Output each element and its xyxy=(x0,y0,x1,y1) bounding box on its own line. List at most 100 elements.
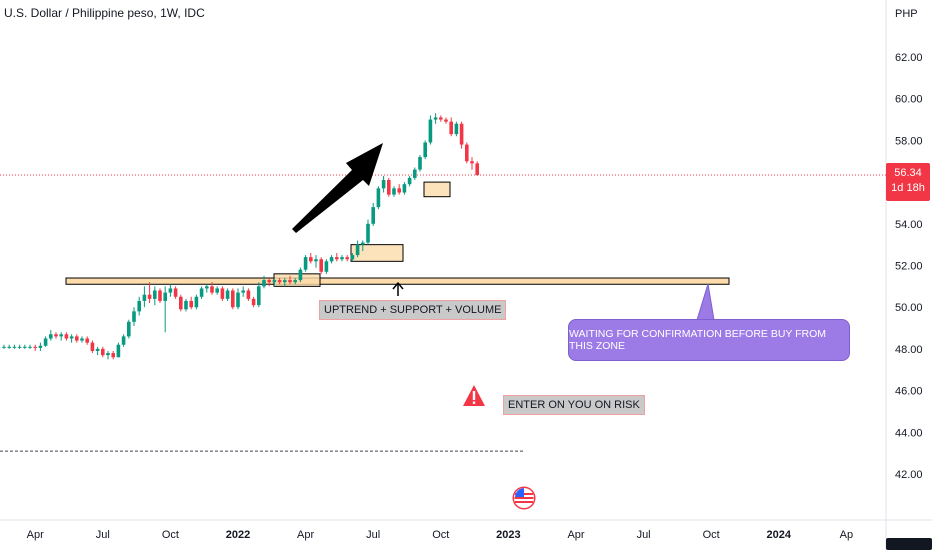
candle-body[interactable] xyxy=(38,345,43,348)
candle-body[interactable] xyxy=(168,288,173,293)
candle-body[interactable] xyxy=(121,336,126,345)
candle-body[interactable] xyxy=(33,346,37,348)
candle-body[interactable] xyxy=(402,184,407,193)
candle-body[interactable] xyxy=(470,161,474,164)
tradingview-logo-icon[interactable] xyxy=(886,536,932,550)
candle-body[interactable] xyxy=(465,144,469,162)
candle-body[interactable] xyxy=(314,259,318,262)
candle-body[interactable] xyxy=(444,119,448,122)
candle-body[interactable] xyxy=(101,348,105,356)
candle-body[interactable] xyxy=(173,288,178,297)
candle-body[interactable] xyxy=(350,255,355,260)
candle-body[interactable] xyxy=(132,311,136,322)
candle-body[interactable] xyxy=(475,163,479,176)
candle-body[interactable] xyxy=(272,280,277,283)
candle-body[interactable] xyxy=(236,292,240,308)
candle-body[interactable] xyxy=(246,290,251,299)
candle-body[interactable] xyxy=(381,180,386,189)
candle-body[interactable] xyxy=(433,117,438,120)
candle-body[interactable] xyxy=(309,257,313,262)
candle-body[interactable] xyxy=(345,257,349,260)
candle-body[interactable] xyxy=(189,300,193,308)
candle-body[interactable] xyxy=(387,180,391,195)
candle-body[interactable] xyxy=(366,223,370,243)
candle-body[interactable] xyxy=(371,207,375,224)
risk-note[interactable]: ENTER ON YOU ON RISK xyxy=(503,395,645,415)
candle-body[interactable] xyxy=(184,300,188,310)
consolidation-box-3[interactable] xyxy=(423,181,451,198)
candle-body[interactable] xyxy=(215,288,219,293)
candle-body[interactable] xyxy=(413,169,417,178)
candle-body[interactable] xyxy=(418,157,422,170)
uptrend-note[interactable]: UPTREND + SUPPORT + VOLUME xyxy=(319,300,507,320)
candle-body[interactable] xyxy=(163,292,167,301)
candle-body[interactable] xyxy=(127,321,131,337)
candle-body[interactable] xyxy=(106,353,110,356)
warning-icon[interactable] xyxy=(462,384,486,408)
candle-body[interactable] xyxy=(376,188,381,208)
candle-body[interactable] xyxy=(220,288,225,299)
candle-body[interactable] xyxy=(449,121,453,135)
candle-body[interactable] xyxy=(111,353,115,358)
candle-body[interactable] xyxy=(7,346,11,348)
candle-body[interactable] xyxy=(210,286,214,293)
candle-body[interactable] xyxy=(80,338,84,341)
candle-body[interactable] xyxy=(199,288,204,297)
candle-body[interactable] xyxy=(355,244,360,256)
candle-body[interactable] xyxy=(241,290,245,293)
chart-title[interactable]: U.S. Dollar / Philippine peso, 1W, IDC xyxy=(4,6,205,20)
candle-body[interactable] xyxy=(283,280,287,283)
candle-body[interactable] xyxy=(319,259,323,272)
candle-body[interactable] xyxy=(69,336,74,339)
candle-body[interactable] xyxy=(397,188,401,193)
candle-body[interactable] xyxy=(459,123,464,145)
candle-body[interactable] xyxy=(49,334,53,339)
candle-body[interactable] xyxy=(439,117,443,120)
candle-body[interactable] xyxy=(361,242,365,245)
candle-body[interactable] xyxy=(454,123,459,135)
candle-body[interactable] xyxy=(303,257,308,270)
candle-body[interactable] xyxy=(153,290,157,299)
candle-body[interactable] xyxy=(90,342,95,351)
candle-body[interactable] xyxy=(116,344,121,358)
us-flag-icon[interactable] xyxy=(512,486,536,510)
candle-body[interactable] xyxy=(324,261,329,272)
candle-body[interactable] xyxy=(293,280,297,283)
support-arrow-head[interactable] xyxy=(392,281,404,290)
candle-body[interactable] xyxy=(340,257,344,260)
candle-body[interactable] xyxy=(2,346,6,348)
candle-body[interactable] xyxy=(231,290,235,308)
candle-body[interactable] xyxy=(262,280,266,287)
candle-body[interactable] xyxy=(23,346,27,348)
confirmation-callout[interactable]: WAITING FOR CONFIRMATION BEFORE BUY FROM… xyxy=(568,319,850,361)
candle-body[interactable] xyxy=(392,188,396,195)
consolidation-box-2[interactable] xyxy=(350,244,404,262)
candle-body[interactable] xyxy=(17,346,22,348)
candle-body[interactable] xyxy=(95,348,100,351)
candle-body[interactable] xyxy=(64,334,69,339)
trend-arrow[interactable] xyxy=(292,143,383,233)
candle-body[interactable] xyxy=(54,334,58,337)
candle-body[interactable] xyxy=(298,269,303,281)
candle-body[interactable] xyxy=(288,280,292,283)
candle-body[interactable] xyxy=(329,257,334,262)
candle-body[interactable] xyxy=(28,346,32,348)
candle-body[interactable] xyxy=(225,290,230,299)
candle-body[interactable] xyxy=(194,296,199,308)
candle-body[interactable] xyxy=(137,300,141,312)
candle-body[interactable] xyxy=(257,286,261,306)
candle-body[interactable] xyxy=(335,257,339,260)
candle-body[interactable] xyxy=(205,286,209,289)
candle-body[interactable] xyxy=(407,177,412,185)
candle-body[interactable] xyxy=(12,346,17,348)
candle-body[interactable] xyxy=(267,280,271,283)
candle-body[interactable] xyxy=(428,119,433,143)
candle-body[interactable] xyxy=(251,298,256,306)
candle-body[interactable] xyxy=(423,142,427,158)
candle-body[interactable] xyxy=(85,338,89,343)
candle-body[interactable] xyxy=(43,338,48,346)
candle-body[interactable] xyxy=(59,334,63,337)
candle-body[interactable] xyxy=(277,280,282,283)
candle-body[interactable] xyxy=(75,336,79,341)
